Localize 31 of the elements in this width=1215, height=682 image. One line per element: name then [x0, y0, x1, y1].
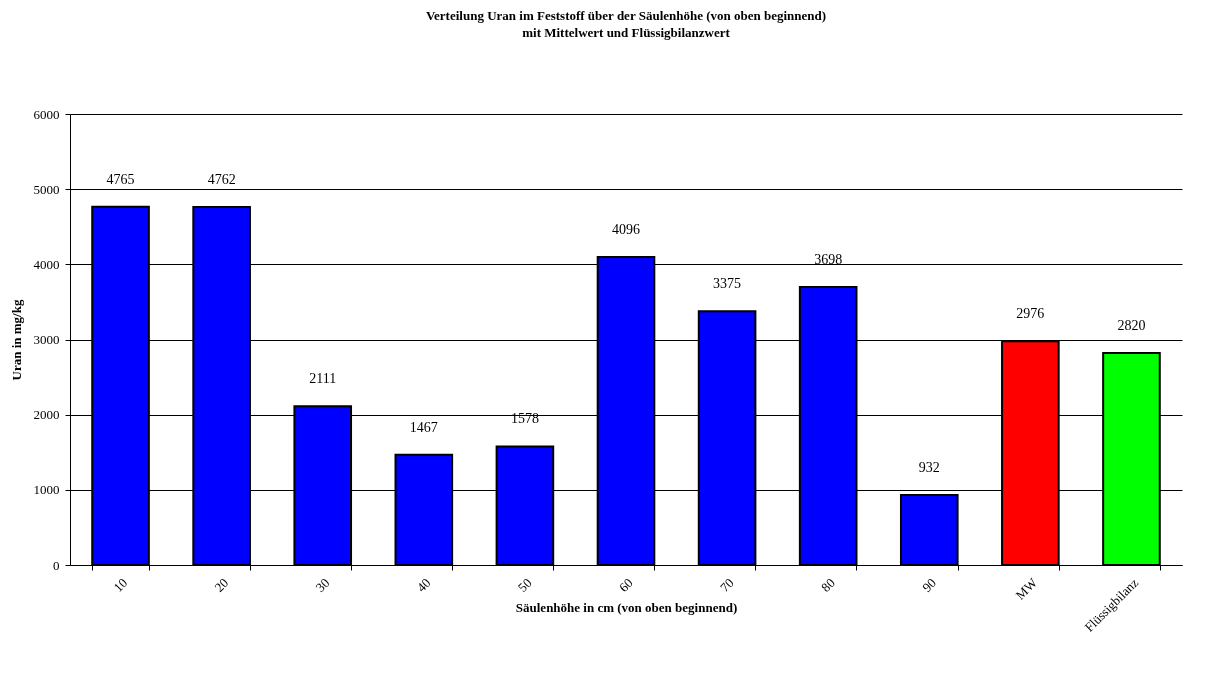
x-tick-label: 60	[615, 575, 636, 595]
x-tick-label: 10	[110, 575, 131, 595]
x-tick-label: 90	[919, 575, 939, 595]
y-axis-title: Uran in mg/kg	[8, 299, 24, 381]
x-axis-title: Säulenhöhe in cm (von oben beginnend)	[515, 599, 738, 615]
y-tick-label: 6000	[33, 106, 60, 122]
data-label: 4762	[207, 172, 236, 188]
x-tick-label: 40	[413, 575, 434, 595]
data-label: 2111	[309, 371, 337, 387]
data-label: 2976	[1016, 306, 1045, 322]
chart-subtitle: mit Mittelwert und Flüssigbilanzwert	[522, 25, 731, 40]
data-label: 1467	[409, 419, 438, 435]
x-tick-label: MW	[1012, 574, 1041, 603]
y-tick-label: 4000	[33, 256, 60, 272]
y-tick-label: 0	[53, 557, 60, 573]
y-tick-label: 1000	[33, 482, 60, 498]
x-tick-label: 30	[312, 575, 333, 595]
y-tick-label: 3000	[33, 332, 60, 347]
y-tick-label: 2000	[33, 407, 60, 423]
data-label: 932	[918, 459, 940, 475]
data-label: 2820	[1117, 318, 1146, 334]
data-label: 4096	[612, 222, 640, 238]
x-tick-label: 80	[818, 575, 838, 595]
x-tick-label: 70	[716, 575, 737, 595]
data-label: 3375	[713, 276, 742, 292]
data-label: 3698	[814, 252, 843, 268]
x-tick-label: 20	[211, 575, 232, 595]
x-tick-label: 50	[514, 575, 535, 595]
chart-title: Verteilung Uran im Feststoff über der Säulenhöhe (von oben beginnend)	[425, 8, 827, 23]
data-label: 4765	[106, 171, 135, 187]
y-tick-label: 5000	[33, 181, 60, 197]
